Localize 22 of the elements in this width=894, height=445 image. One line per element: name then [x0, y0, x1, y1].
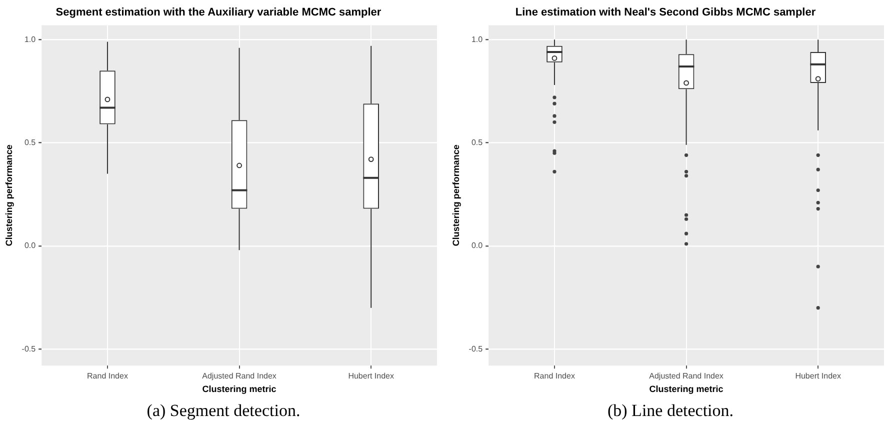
- y-tick-label: 1.0: [24, 34, 36, 44]
- y-tick-label: 0.5: [24, 138, 36, 147]
- x-tick-label: Hubert Index: [348, 372, 394, 381]
- y-tick-label: -0.5: [468, 344, 484, 354]
- x-tick-label: Adjusted Rand Index: [649, 372, 724, 381]
- y-axis-title: Clustering performance: [450, 144, 461, 246]
- y-tick-label: 0.0: [471, 241, 484, 250]
- text: (b) Line detection.: [606, 401, 735, 421]
- text: (a) Segment detection.: [146, 401, 302, 421]
- x-tick-label: Hubert Index: [795, 372, 842, 381]
- y-tick-label: 1.0: [471, 34, 484, 44]
- x-tick-label: Adjusted Rand Index: [202, 372, 276, 381]
- y-tick-label: 0.0: [24, 241, 36, 250]
- chart-title: Segment estimation with the Auxiliary variable MCMC sampler: [56, 6, 382, 19]
- x-axis-title: Clustering metric: [649, 384, 724, 394]
- x-tick-label: Rand Index: [87, 372, 128, 381]
- y-axis-title: Clustering performance: [4, 144, 14, 246]
- y-tick-label: 0.5: [471, 138, 484, 147]
- x-tick-label: Rand Index: [534, 372, 575, 381]
- y-tick-label: -0.5: [22, 344, 36, 354]
- chart-title: Line estimation with Neal's Second Gibbs MCMC sampler: [515, 6, 816, 19]
- x-axis-title: Clustering metric: [202, 384, 276, 394]
